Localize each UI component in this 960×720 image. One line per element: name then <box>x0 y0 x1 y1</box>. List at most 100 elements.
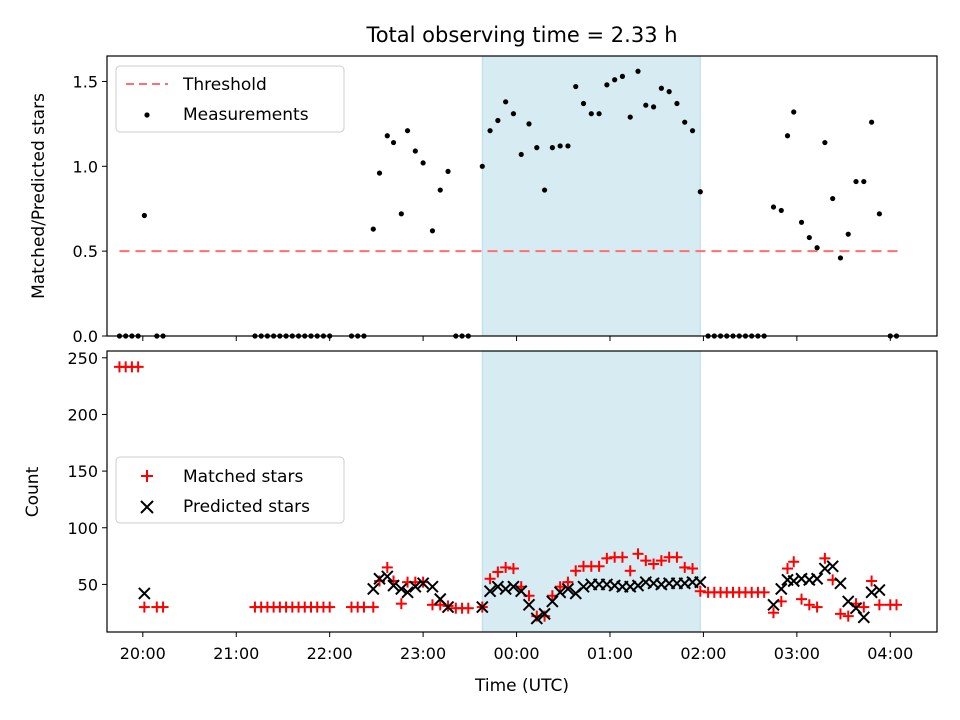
predicted-star-marker <box>441 600 455 614</box>
measurement-point <box>404 128 411 134</box>
matched-star-marker <box>358 601 370 613</box>
measurement-point <box>619 73 626 79</box>
bottom-y-tick-label: 50 <box>78 575 98 594</box>
measurement-point <box>141 212 147 219</box>
predicted-star-marker <box>857 611 871 624</box>
matched-star-marker <box>324 601 336 613</box>
measurement-point <box>791 109 797 115</box>
matched-star-marker <box>640 555 652 567</box>
top-y-tick-label: 0.0 <box>73 327 98 346</box>
predicted-star-marker <box>530 612 544 625</box>
matched-star-marker <box>648 558 660 570</box>
measurement-point <box>697 189 703 195</box>
predicted-star-marker <box>553 586 567 599</box>
predicted-star-marker <box>367 582 380 596</box>
measurement-point <box>666 89 672 95</box>
x-tick-label: 01:00 <box>587 644 633 663</box>
predicted-star-marker <box>767 598 780 612</box>
predicted-star-marker <box>787 574 800 588</box>
predicted-star-marker <box>476 600 489 614</box>
matched-star-marker <box>891 599 903 611</box>
predicted-legend-marker <box>140 500 154 514</box>
predicted-star-marker <box>499 582 512 596</box>
predicted-star-marker <box>775 582 788 596</box>
x-axis-label: Time (UTC) <box>474 676 569 696</box>
measurement-point <box>658 85 664 91</box>
matched-stars-points <box>113 361 903 622</box>
measurement-point <box>596 111 602 117</box>
top-legend: Threshold Measurements <box>115 65 345 133</box>
measurement-point <box>437 187 443 193</box>
predicted-star-marker <box>631 579 645 592</box>
x-tick-label: 02:00 <box>680 644 726 663</box>
measurement-point <box>837 255 844 261</box>
x-tick-label: 03:00 <box>774 644 820 663</box>
measurements-legend-label: Measurements <box>183 105 309 125</box>
top-legend-box <box>115 65 345 133</box>
matched-star-marker <box>395 598 407 610</box>
bottom-y-tick-label: 100 <box>67 519 98 538</box>
measurement-point <box>398 211 404 217</box>
measurement-point <box>778 207 784 214</box>
measurement-points <box>116 68 900 339</box>
predicted-star-marker <box>538 607 551 621</box>
predicted-star-marker <box>416 577 430 590</box>
top-x-ticks <box>142 336 891 341</box>
measurement-point <box>612 77 618 83</box>
predicted-star-marker <box>409 580 422 593</box>
matched-star-marker <box>632 548 644 560</box>
matched-star-marker <box>138 601 150 613</box>
predicted-star-marker <box>426 580 439 593</box>
measurement-point <box>412 148 418 154</box>
predicted-star-marker <box>483 585 497 598</box>
measurement-point <box>580 100 587 107</box>
predicted-star-marker <box>395 582 408 596</box>
bottom-y-ticks: 50 100 150 200 250 <box>67 349 107 594</box>
measurement-point <box>876 211 882 217</box>
matched-star-marker <box>679 561 691 573</box>
predicted-star-marker <box>810 572 824 585</box>
matched-star-marker <box>842 610 854 622</box>
measurement-point <box>370 226 376 232</box>
matched-star-marker <box>601 552 613 564</box>
top-y-axis-label: Matched/Predicted stars <box>29 93 49 299</box>
x-tick-label: 23:00 <box>400 644 446 663</box>
predicted-star-marker <box>522 598 536 612</box>
bottom-panel: 50 100 150 200 250 20:00 21:00 22:00 23:00 00:00… <box>23 349 938 696</box>
matched-legend-marker <box>141 470 153 482</box>
predicted-star-marker <box>507 580 520 593</box>
measurement-point <box>784 133 791 139</box>
matched-star-marker <box>819 552 831 564</box>
measurement-point <box>557 143 563 149</box>
matched-star-marker <box>132 361 144 373</box>
matched-star-marker <box>858 601 870 613</box>
measurement-point <box>518 151 524 158</box>
matched-star-marker <box>873 599 885 611</box>
predicted-legend-label: Predicted stars <box>183 497 310 517</box>
predicted-star-marker <box>818 562 832 575</box>
matched-star-marker <box>803 599 815 611</box>
measurement-point <box>627 114 633 120</box>
matched-star-marker <box>767 607 779 619</box>
measurement-point <box>573 83 579 90</box>
matched-star-marker <box>381 561 393 573</box>
predicted-star-marker <box>138 587 151 600</box>
measurement-point <box>689 128 696 134</box>
bottom-y-tick-label: 250 <box>67 349 98 368</box>
measurement-point <box>487 128 493 134</box>
measurement-point <box>822 139 828 146</box>
predicted-star-marker <box>873 583 886 597</box>
chart-title: Total observing time = 2.33 h <box>365 23 677 47</box>
bottom-y-tick-label: 150 <box>67 462 98 481</box>
bottom-y-axis-label: Count <box>23 466 43 517</box>
measurement-point <box>549 145 555 151</box>
x-tick-label: 04:00 <box>867 644 913 663</box>
matched-star-marker <box>157 601 169 613</box>
predicted-star-marker <box>834 577 847 590</box>
top-y-ticks: 0.0 0.5 1.0 1.5 <box>73 72 107 346</box>
top-y-tick-label: 1.5 <box>73 72 98 91</box>
predicted-star-marker <box>577 580 590 593</box>
matched-star-marker <box>593 560 605 572</box>
matched-star-marker <box>570 565 582 577</box>
x-tick-label: 22:00 <box>307 644 353 663</box>
